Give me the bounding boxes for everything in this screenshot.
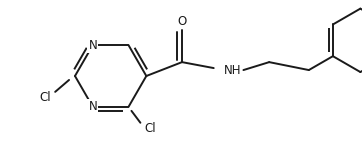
Text: Cl: Cl bbox=[39, 91, 51, 104]
Text: Cl: Cl bbox=[145, 122, 156, 135]
Text: NH: NH bbox=[223, 64, 241, 77]
Text: N: N bbox=[88, 100, 97, 113]
Text: O: O bbox=[177, 15, 187, 28]
Text: N: N bbox=[88, 39, 97, 52]
